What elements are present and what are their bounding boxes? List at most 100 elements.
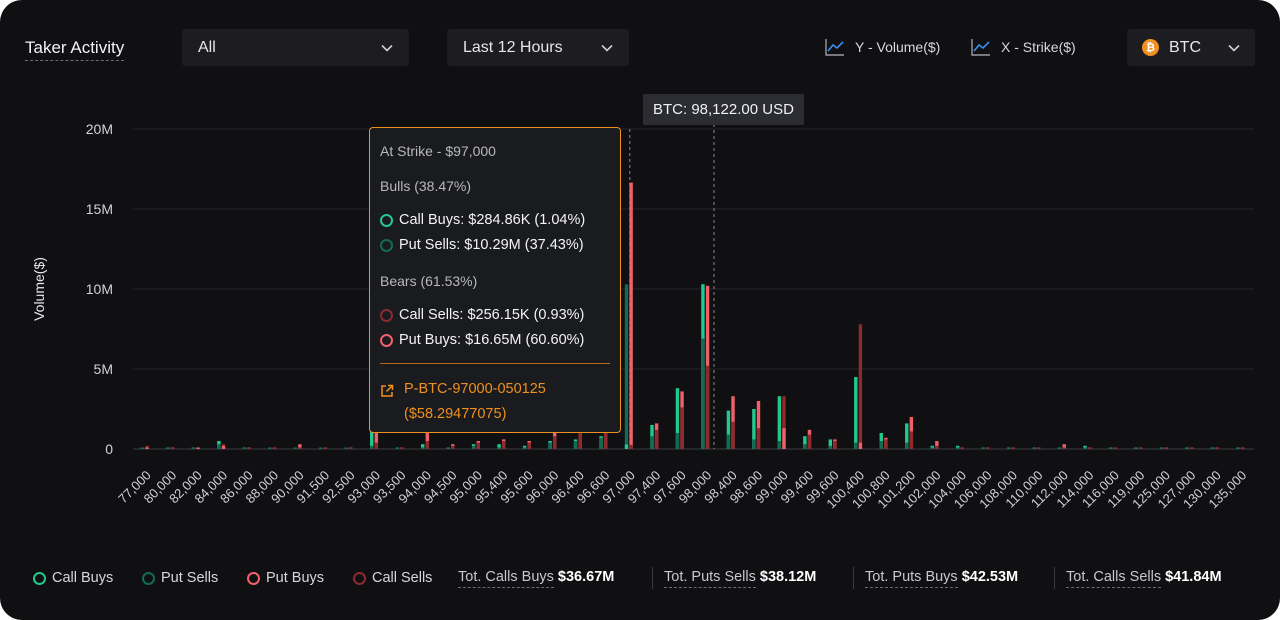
timeframe-value: Last 12 Hours [463,38,563,56]
call-sells-marker-icon [380,308,393,322]
y-axis-toggle[interactable]: Y - Volume($) [825,38,940,56]
put-sells-bar [166,447,170,449]
legend-put-buys-label: Put Buys [266,570,325,586]
put-sells-bar [471,445,476,449]
put-sells-marker-icon [380,238,393,252]
put-sells-bar [1108,447,1113,449]
call-buys-bar [420,444,425,449]
tooltip-bears-header: Bears (61.53%) [380,273,478,289]
put-sells-bar [752,439,756,449]
total-puts-sells-value: $38.12M [759,569,817,585]
put-sells-bar [956,447,960,449]
legend-put-buys[interactable]: Put Buys [247,570,324,586]
y-tick-label: 10M [86,281,113,297]
strike-tooltip: At Strike - $97,000 Bulls (38.47%) Call … [369,127,621,433]
put-buys-bar [196,447,200,449]
tooltip-divider [380,363,610,364]
call-sells-bar [1087,447,1092,449]
call-sells-bar [323,447,328,449]
put-sells-bar [803,444,807,449]
call-sells-bar [400,447,404,449]
put-sells-bar [777,441,782,449]
y-tick-label: 20M [86,121,113,137]
tooltip-bulls-header: Bulls (38.47%) [380,178,472,194]
totals-divider [652,567,653,589]
chevron-down-icon [381,44,393,52]
tooltip-put-buys: Put Buys: $16.65M (60.60%) [380,332,584,348]
call-sells-bar [909,431,914,449]
panel-title: Taker Activity [25,38,125,61]
call-sells-bar [858,324,863,449]
call-buys-bar [675,388,680,449]
call-sells-bar [833,441,837,449]
put-sells-bar [395,447,399,449]
put-sells-bar [548,442,552,449]
total-calls-sells-label: Tot. Calls Sells [1066,569,1162,588]
put-sells-bar [217,444,221,449]
put-buys-bar [1062,444,1066,449]
x-axis-toggle-label: X - Strike($) [1001,39,1076,55]
call-buys-bar [777,396,782,449]
put-sells-bar [344,447,348,449]
instrument-link[interactable]: P-BTC-97000-050125 ($58.29477075) [380,377,546,427]
call-sells-bar [476,442,480,449]
put-buys-bar [782,428,786,449]
put-buys-bar [935,441,939,449]
put-sells-bar [701,338,705,449]
y-axis-label: Volume($) [31,257,47,321]
put-sells-bar [1236,447,1240,449]
call-sells-bar [884,439,888,449]
put-sells-bar [573,441,578,449]
call-sells-bar [1138,447,1143,449]
put-sells-bar [1159,447,1164,449]
volume-chart[interactable]: 05M10M15M20MVolume($)77,00080,00082,0008… [0,0,1280,560]
put-buys-bar [756,401,761,449]
chevron-down-icon [601,44,613,52]
bitcoin-icon: ₿ [1142,39,1159,56]
call-sells-bar [374,442,379,449]
put-sells-bar [879,441,883,449]
tooltip-put-sells-text: Put Sells: $10.29M (37.43%) [399,237,584,253]
legend-call-sells[interactable]: Call Sells [353,570,432,586]
put-buys-bar [629,182,633,449]
legend-put-sells[interactable]: Put Sells [142,570,218,586]
put-sells-bar [650,436,654,449]
call-buys-bar [930,445,934,449]
call-sells-bar [680,407,684,449]
call-sells-bar [705,365,710,449]
put-buys-marker-icon [380,333,393,347]
call-buys-bar [803,436,807,449]
totals-divider [853,567,854,589]
put-sells-bar [1032,447,1036,449]
total-calls-sells: Tot. Calls Sells $41.84M [1066,569,1222,588]
filter-value: All [198,38,216,56]
call-sells-bar [1164,447,1168,449]
call-sells-bar [552,436,557,449]
y-tick-label: 15M [86,201,113,217]
legend-call-buys[interactable]: Call Buys [33,570,113,586]
y-axis-toggle-label: Y - Volume($) [855,39,941,55]
x-axis-toggle[interactable]: X - Strike($) [971,38,1076,56]
call-sells-bar [527,442,531,449]
put-sells-bar [420,447,425,449]
instrument-price: ($58.29477075) [404,406,507,422]
call-sells-bar [1037,447,1041,449]
call-buys-bar [905,423,909,449]
call-sells-bar [502,441,506,449]
put-sells-bar [854,442,858,449]
coin-dropdown[interactable]: ₿ BTC [1127,29,1255,66]
filter-dropdown[interactable]: All [182,29,409,66]
call-sells-bar [1011,447,1015,449]
total-puts-sells: Tot. Puts Sells $38.12M [664,569,817,588]
call-sells-bar [247,447,251,449]
tooltip-call-buys: Call Buys: $284.86K (1.04%) [380,212,585,228]
call-buys-bar [497,444,501,449]
call-sells-bar [603,429,608,449]
timeframe-dropdown[interactable]: Last 12 Hours [447,29,629,66]
put-buys-bar [858,442,863,449]
call-buys-bar [828,439,833,449]
chart-footer: Call Buys Put Sells Put Buys Call Sells … [33,567,1260,592]
legend-put-sells-label: Put Sells [161,570,219,586]
put-sells-bar [293,447,298,449]
put-sells-bar [446,447,450,449]
